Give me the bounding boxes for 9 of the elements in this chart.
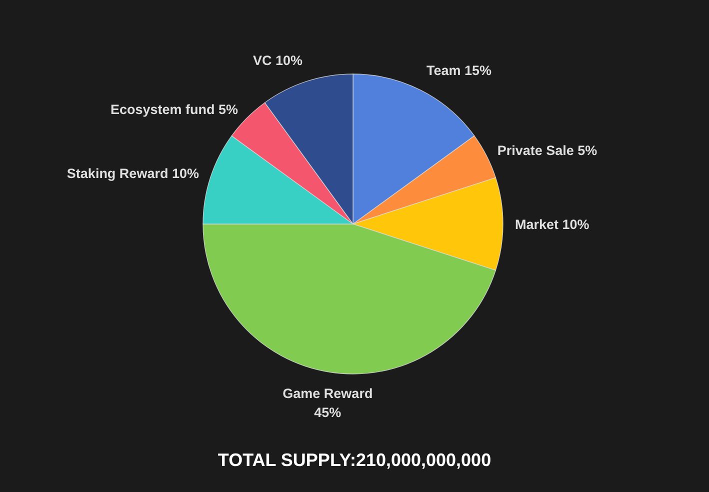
slice-label: Ecosystem fund 5% bbox=[110, 102, 238, 117]
slice-label: VC 10% bbox=[252, 52, 302, 68]
slice-label: Private Sale 5% bbox=[497, 142, 598, 158]
slice-label: Team 15% bbox=[426, 62, 492, 78]
data-label: 45% bbox=[314, 405, 342, 420]
slice-label: Market 10% bbox=[515, 216, 590, 232]
slice-label: Staking Reward 10% bbox=[66, 166, 199, 182]
text: TOTAL SUPPLY:210,000,000,000 bbox=[218, 450, 492, 470]
slice-label: Game Reward bbox=[282, 386, 373, 401]
